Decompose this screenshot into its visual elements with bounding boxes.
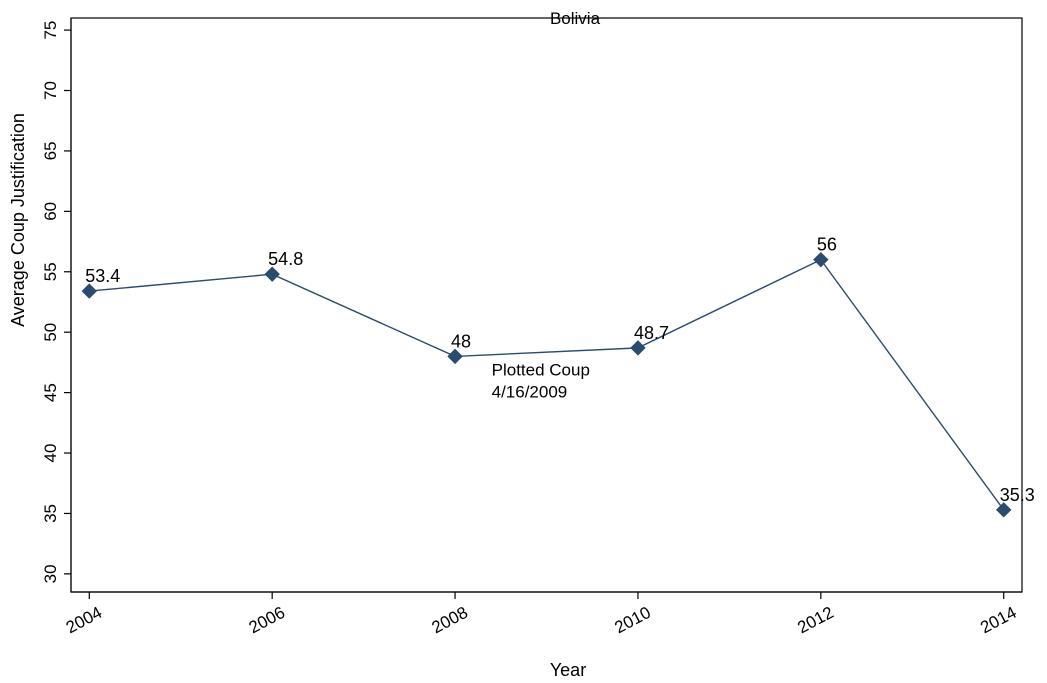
data-label: 48.7 <box>634 323 669 343</box>
data-label: 54.8 <box>268 249 303 269</box>
data-point-marker <box>630 340 646 356</box>
y-axis-title: Average Coup Justification <box>8 113 28 327</box>
y-tick-label: 45 <box>41 383 60 402</box>
y-tick-label: 30 <box>41 564 60 583</box>
data-point-marker <box>81 283 97 299</box>
y-tick-label: 50 <box>41 323 60 342</box>
x-axis-title: Year <box>550 660 586 680</box>
annotation-text: 4/16/2009 <box>492 383 568 402</box>
y-tick-label: 35 <box>41 504 60 523</box>
data-label: 35.3 <box>1000 485 1035 505</box>
annotation-text: Plotted Coup <box>492 361 590 380</box>
y-axis-ticks: 30 35 40 45 50 55 60 65 70 75 <box>41 21 71 583</box>
y-tick-label: 65 <box>41 141 60 160</box>
series-layer: 53.4 54.8 48 48.7 56 35.3 <box>81 235 1035 518</box>
data-point-marker <box>996 502 1012 518</box>
data-point-marker <box>813 251 829 268</box>
y-tick-label: 60 <box>41 202 60 221</box>
data-label: 53.4 <box>85 266 120 286</box>
data-label: 48 <box>451 331 471 351</box>
y-tick-label: 40 <box>41 444 60 463</box>
data-point-marker <box>447 348 463 365</box>
y-tick-label: 70 <box>41 81 60 100</box>
series-line <box>89 258 1005 511</box>
data-point-marker <box>264 266 280 282</box>
y-tick-label: 55 <box>41 262 60 281</box>
data-label: 56 <box>817 235 837 255</box>
annotation-layer: Plotted Coup 4/16/2009 <box>492 361 590 402</box>
y-tick-label: 75 <box>41 21 60 40</box>
